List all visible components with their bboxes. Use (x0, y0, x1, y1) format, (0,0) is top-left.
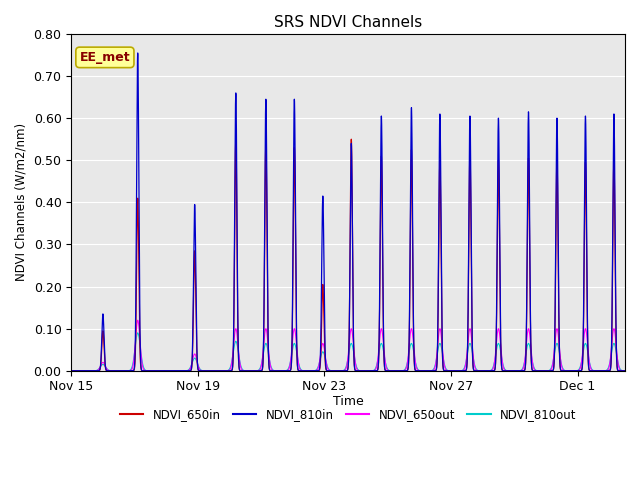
NDVI_650out (91, 368, 99, 373)
NDVI_810out (134, 330, 141, 336)
NDVI_650out (607, 353, 614, 359)
NDVI_650out (346, 335, 353, 341)
NDVI_650in (637, 368, 640, 373)
NDVI_650in (179, 368, 187, 373)
NDVI_650out (67, 368, 75, 373)
NDVI_650in (348, 136, 355, 142)
NDVI_650in (607, 365, 614, 371)
Line: NDVI_810in: NDVI_810in (71, 53, 640, 371)
NDVI_810out (346, 345, 353, 350)
NDVI_810out (607, 355, 614, 360)
NDVI_650in (91, 368, 99, 373)
X-axis label: Time: Time (333, 395, 364, 408)
NDVI_650in (70, 368, 77, 373)
NDVI_810out (102, 364, 109, 370)
NDVI_810in (346, 282, 353, 288)
Line: NDVI_650in: NDVI_650in (71, 139, 640, 371)
NDVI_810in (70, 368, 77, 373)
Title: SRS NDVI Channels: SRS NDVI Channels (274, 15, 422, 30)
NDVI_650out (179, 368, 187, 373)
NDVI_810in (179, 368, 187, 373)
NDVI_810out (67, 368, 75, 373)
NDVI_810out (91, 368, 99, 373)
NDVI_650out (102, 363, 109, 369)
NDVI_810out (637, 368, 640, 373)
Text: EE_met: EE_met (79, 51, 130, 64)
Y-axis label: NDVI Channels (W/m2/nm): NDVI Channels (W/m2/nm) (15, 123, 28, 281)
NDVI_650in (346, 287, 353, 293)
NDVI_650out (637, 368, 640, 373)
NDVI_650out (134, 317, 141, 323)
NDVI_810in (134, 50, 141, 56)
NDVI_810in (607, 364, 614, 370)
NDVI_810in (102, 363, 109, 369)
NDVI_810out (179, 368, 187, 373)
NDVI_650in (102, 364, 109, 370)
Line: NDVI_810out: NDVI_810out (71, 333, 640, 371)
NDVI_810in (91, 368, 99, 373)
NDVI_650in (67, 368, 75, 373)
NDVI_810in (637, 368, 640, 373)
Line: NDVI_650out: NDVI_650out (71, 320, 640, 371)
NDVI_810in (67, 368, 75, 373)
Legend: NDVI_650in, NDVI_810in, NDVI_650out, NDVI_810out: NDVI_650in, NDVI_810in, NDVI_650out, NDV… (115, 403, 581, 425)
NDVI_650out (70, 368, 77, 373)
NDVI_810out (70, 368, 77, 373)
